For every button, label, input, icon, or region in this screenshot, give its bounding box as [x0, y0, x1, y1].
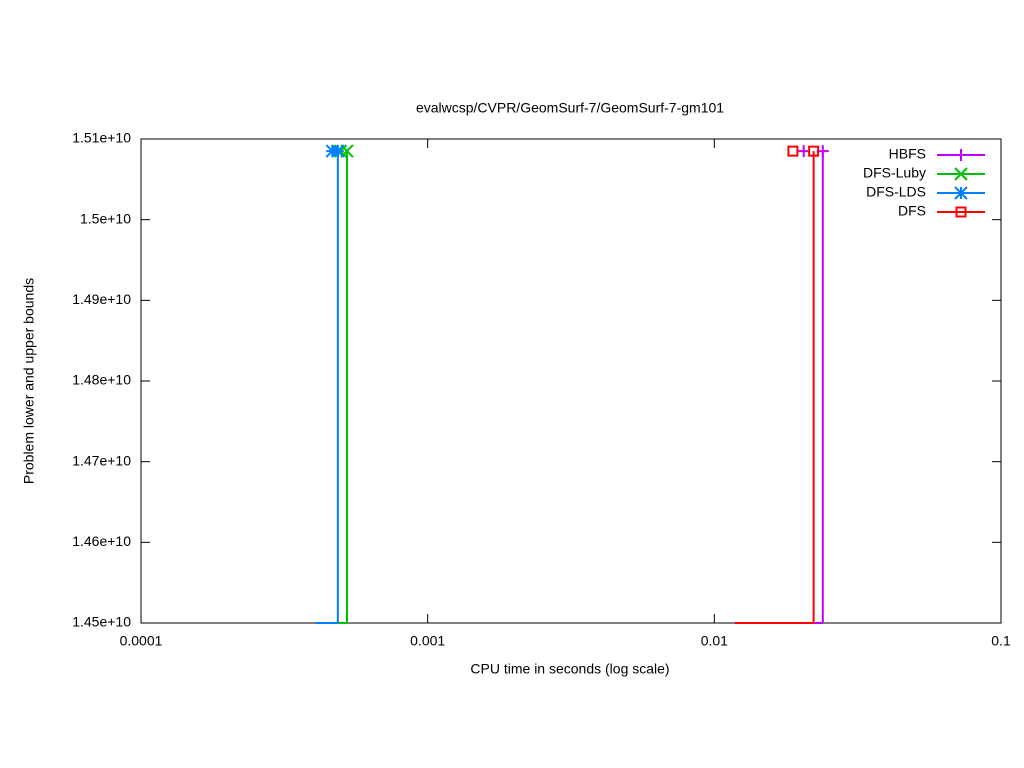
y-tick-label: 1.51e+10: [72, 130, 131, 146]
data-point: [808, 145, 820, 157]
y-tick-label: 1.47e+10: [72, 452, 131, 468]
legend-marker: [954, 167, 968, 181]
data-point: [331, 144, 345, 158]
data-point: [797, 145, 810, 158]
legend-marker: [955, 206, 967, 218]
y-axis-label: Problem lower and upper bounds: [21, 278, 37, 484]
data-point: [787, 145, 799, 157]
x-tick-label: 0.0001: [120, 633, 163, 649]
legend-label: HBFS: [889, 146, 926, 162]
legend-label: DFS-Luby: [863, 165, 926, 181]
chart-title: evalwcsp/CVPR/GeomSurf-7/GeomSurf-7-gm10…: [416, 100, 724, 116]
legend-label: DFS-LDS: [866, 184, 926, 200]
y-tick-label: 1.46e+10: [72, 533, 131, 549]
y-tick-label: 1.49e+10: [72, 291, 131, 307]
x-axis-label: CPU time in seconds (log scale): [470, 661, 669, 677]
legend-marker: [954, 186, 968, 200]
y-tick-label: 1.5e+10: [80, 210, 131, 226]
x-tick-label: 0.1: [991, 633, 1011, 649]
x-tick-label: 0.001: [410, 633, 445, 649]
legend-marker: [955, 149, 967, 161]
x-tick-label: 0.01: [701, 633, 728, 649]
y-tick-label: 1.48e+10: [72, 372, 131, 388]
legend-label: DFS: [898, 203, 926, 219]
y-tick-label: 1.45e+10: [72, 614, 131, 630]
